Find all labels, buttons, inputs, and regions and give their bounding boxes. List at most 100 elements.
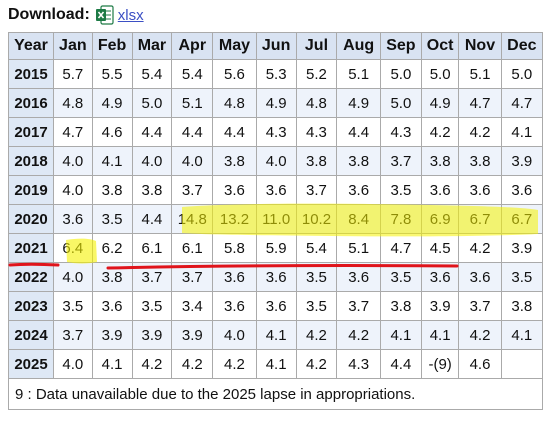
header-row: Year Jan Feb Mar Apr May Jun Jul Aug Sep Oct Nov Dec [8,32,544,60]
rate-cell: 3.8 [91,262,133,292]
year-cell: 2020 [8,204,54,234]
rate-cell: 3.5 [295,291,338,321]
rate-cell: 3.7 [336,291,381,321]
column-header-jan: Jan [53,32,93,60]
rate-cell: 4.2 [336,320,381,350]
rate-cell: 4.2 [458,117,502,147]
rate-cell: 4.1 [91,349,133,379]
table-row: 2020 3.6 3.5 4.4 14.8 13.2 11.0 10.2 8.4 7.8 6.9 6.… [8,204,544,234]
rate-cell: 3.5 [379,175,422,205]
rate-cell: 4.0 [53,146,93,176]
rate-cell: 4.8 [295,88,338,118]
rate-cell: 3.8 [458,146,502,176]
rate-cell: 4.2 [212,349,257,379]
rate-cell: 8.4 [336,204,381,234]
rate-cell: 4.6 [458,349,502,379]
rate-cell: 4.7 [458,88,502,118]
rate-cell: 3.6 [500,175,544,205]
rate-cell: 3.6 [420,175,460,205]
year-cell: 2019 [8,175,54,205]
rate-cell: 3.6 [458,262,502,292]
rate-cell: 3.6 [336,175,381,205]
rate-cell [500,349,544,379]
rate-cell: 3.7 [379,146,422,176]
rate-cell: 3.6 [212,262,257,292]
download-label: Download: [8,6,90,23]
rate-cell: 4.1 [255,349,297,379]
year-cell: 2017 [8,117,54,147]
year-cell: 2016 [8,88,54,118]
rate-cell: 3.5 [379,262,422,292]
rate-cell: 3.9 [500,233,544,263]
rate-cell: 5.4 [295,233,338,263]
rate-cell: 5.1 [336,59,381,89]
rate-cell: 6.1 [131,233,173,263]
footnote-row: 9 : Data unavailable due to the 2025 lap… [8,378,543,410]
rate-cell: 6.7 [458,204,502,234]
rate-cell: 3.6 [336,262,381,292]
rate-cell: 4.2 [171,349,214,379]
rate-cell: 4.3 [255,117,297,147]
rate-cell: 4.1 [420,320,460,350]
rate-cell: 4.0 [53,349,93,379]
rate-cell: 5.2 [295,59,338,89]
rate-cell: 3.6 [255,262,297,292]
rate-cell: 4.9 [420,88,460,118]
rate-cell: 5.3 [255,59,297,89]
rate-cell: 3.7 [295,175,338,205]
table-row: 2023 3.5 3.6 3.5 3.4 3.6 3.6 3.5 3.7 3.8 3.9 3.7 3.8 [8,291,544,321]
rate-cell: 3.7 [458,291,502,321]
rate-cell: 3.8 [500,291,544,321]
rate-cell: 3.7 [171,175,214,205]
rate-cell: 3.9 [91,320,133,350]
download-bar: Download: xlsx [8,4,144,26]
rate-cell: 5.0 [420,59,460,89]
rate-cell: 3.6 [255,291,297,321]
rate-cell: 4.5 [420,233,460,263]
rate-cell: 6.9 [420,204,460,234]
rate-cell: 4.2 [458,320,502,350]
rate-cell: 4.7 [379,233,422,263]
xlsx-download-link[interactable]: xlsx [117,6,144,24]
table-row: 2017 4.7 4.6 4.4 4.4 4.4 4.3 4.3 4.4 4.3 4.2 4.2 4.1 [8,117,544,147]
rate-cell: 4.1 [91,146,133,176]
rate-cell: 5.4 [171,59,214,89]
rate-cell: 4.9 [255,88,297,118]
rate-cell: 3.9 [171,320,214,350]
rate-cell: 3.8 [420,146,460,176]
rate-cell: 3.9 [420,291,460,321]
rate-cell: 4.2 [295,320,338,350]
table-row: 2021 6.4 6.2 6.1 6.1 5.8 5.9 5.4 5.1 4.7 4.5 4.2 3.9 [8,233,544,263]
year-cell: 2023 [8,291,54,321]
year-cell: 2024 [8,320,54,350]
excel-file-icon[interactable] [95,5,114,25]
rate-cell: 4.1 [379,320,422,350]
rate-cell: 5.0 [500,59,544,89]
table-row: 2018 4.0 4.1 4.0 4.0 3.8 4.0 3.8 3.8 3.7 3.8 3.8 3.9 [8,146,544,176]
rate-cell: 3.5 [295,262,338,292]
year-cell: 2025 [8,349,54,379]
rate-cell: 4.0 [255,146,297,176]
column-header-apr: Apr [171,32,214,60]
rate-cell: 5.1 [171,88,214,118]
rate-cell: 6.2 [91,233,133,263]
rate-cell: 3.5 [91,204,133,234]
rate-cell: 5.0 [379,59,422,89]
table-row: 2016 4.8 4.9 5.0 5.1 4.8 4.9 4.8 4.9 5.0 4.9 4.7 4.7 [8,88,544,118]
column-header-sep: Sep [379,32,422,60]
rate-cell: 4.7 [53,117,93,147]
year-cell: 2022 [8,262,54,292]
rate-cell: 3.6 [255,175,297,205]
rate-cell: 7.8 [379,204,422,234]
rate-cell: 3.8 [295,146,338,176]
rate-cell: 4.4 [212,117,257,147]
rate-cell: 4.8 [212,88,257,118]
rate-cell: 3.4 [171,291,214,321]
rate-cell: 3.6 [212,291,257,321]
rate-cell: 3.9 [131,320,173,350]
rate-cell: 4.2 [420,117,460,147]
table-row: 2022 4.0 3.8 3.7 3.7 3.6 3.6 3.5 3.6 3.5 3.6 3.6 3.5 [8,262,544,292]
rate-cell: 4.8 [53,88,93,118]
rate-cell: 4.9 [91,88,133,118]
rate-cell: 5.1 [336,233,381,263]
